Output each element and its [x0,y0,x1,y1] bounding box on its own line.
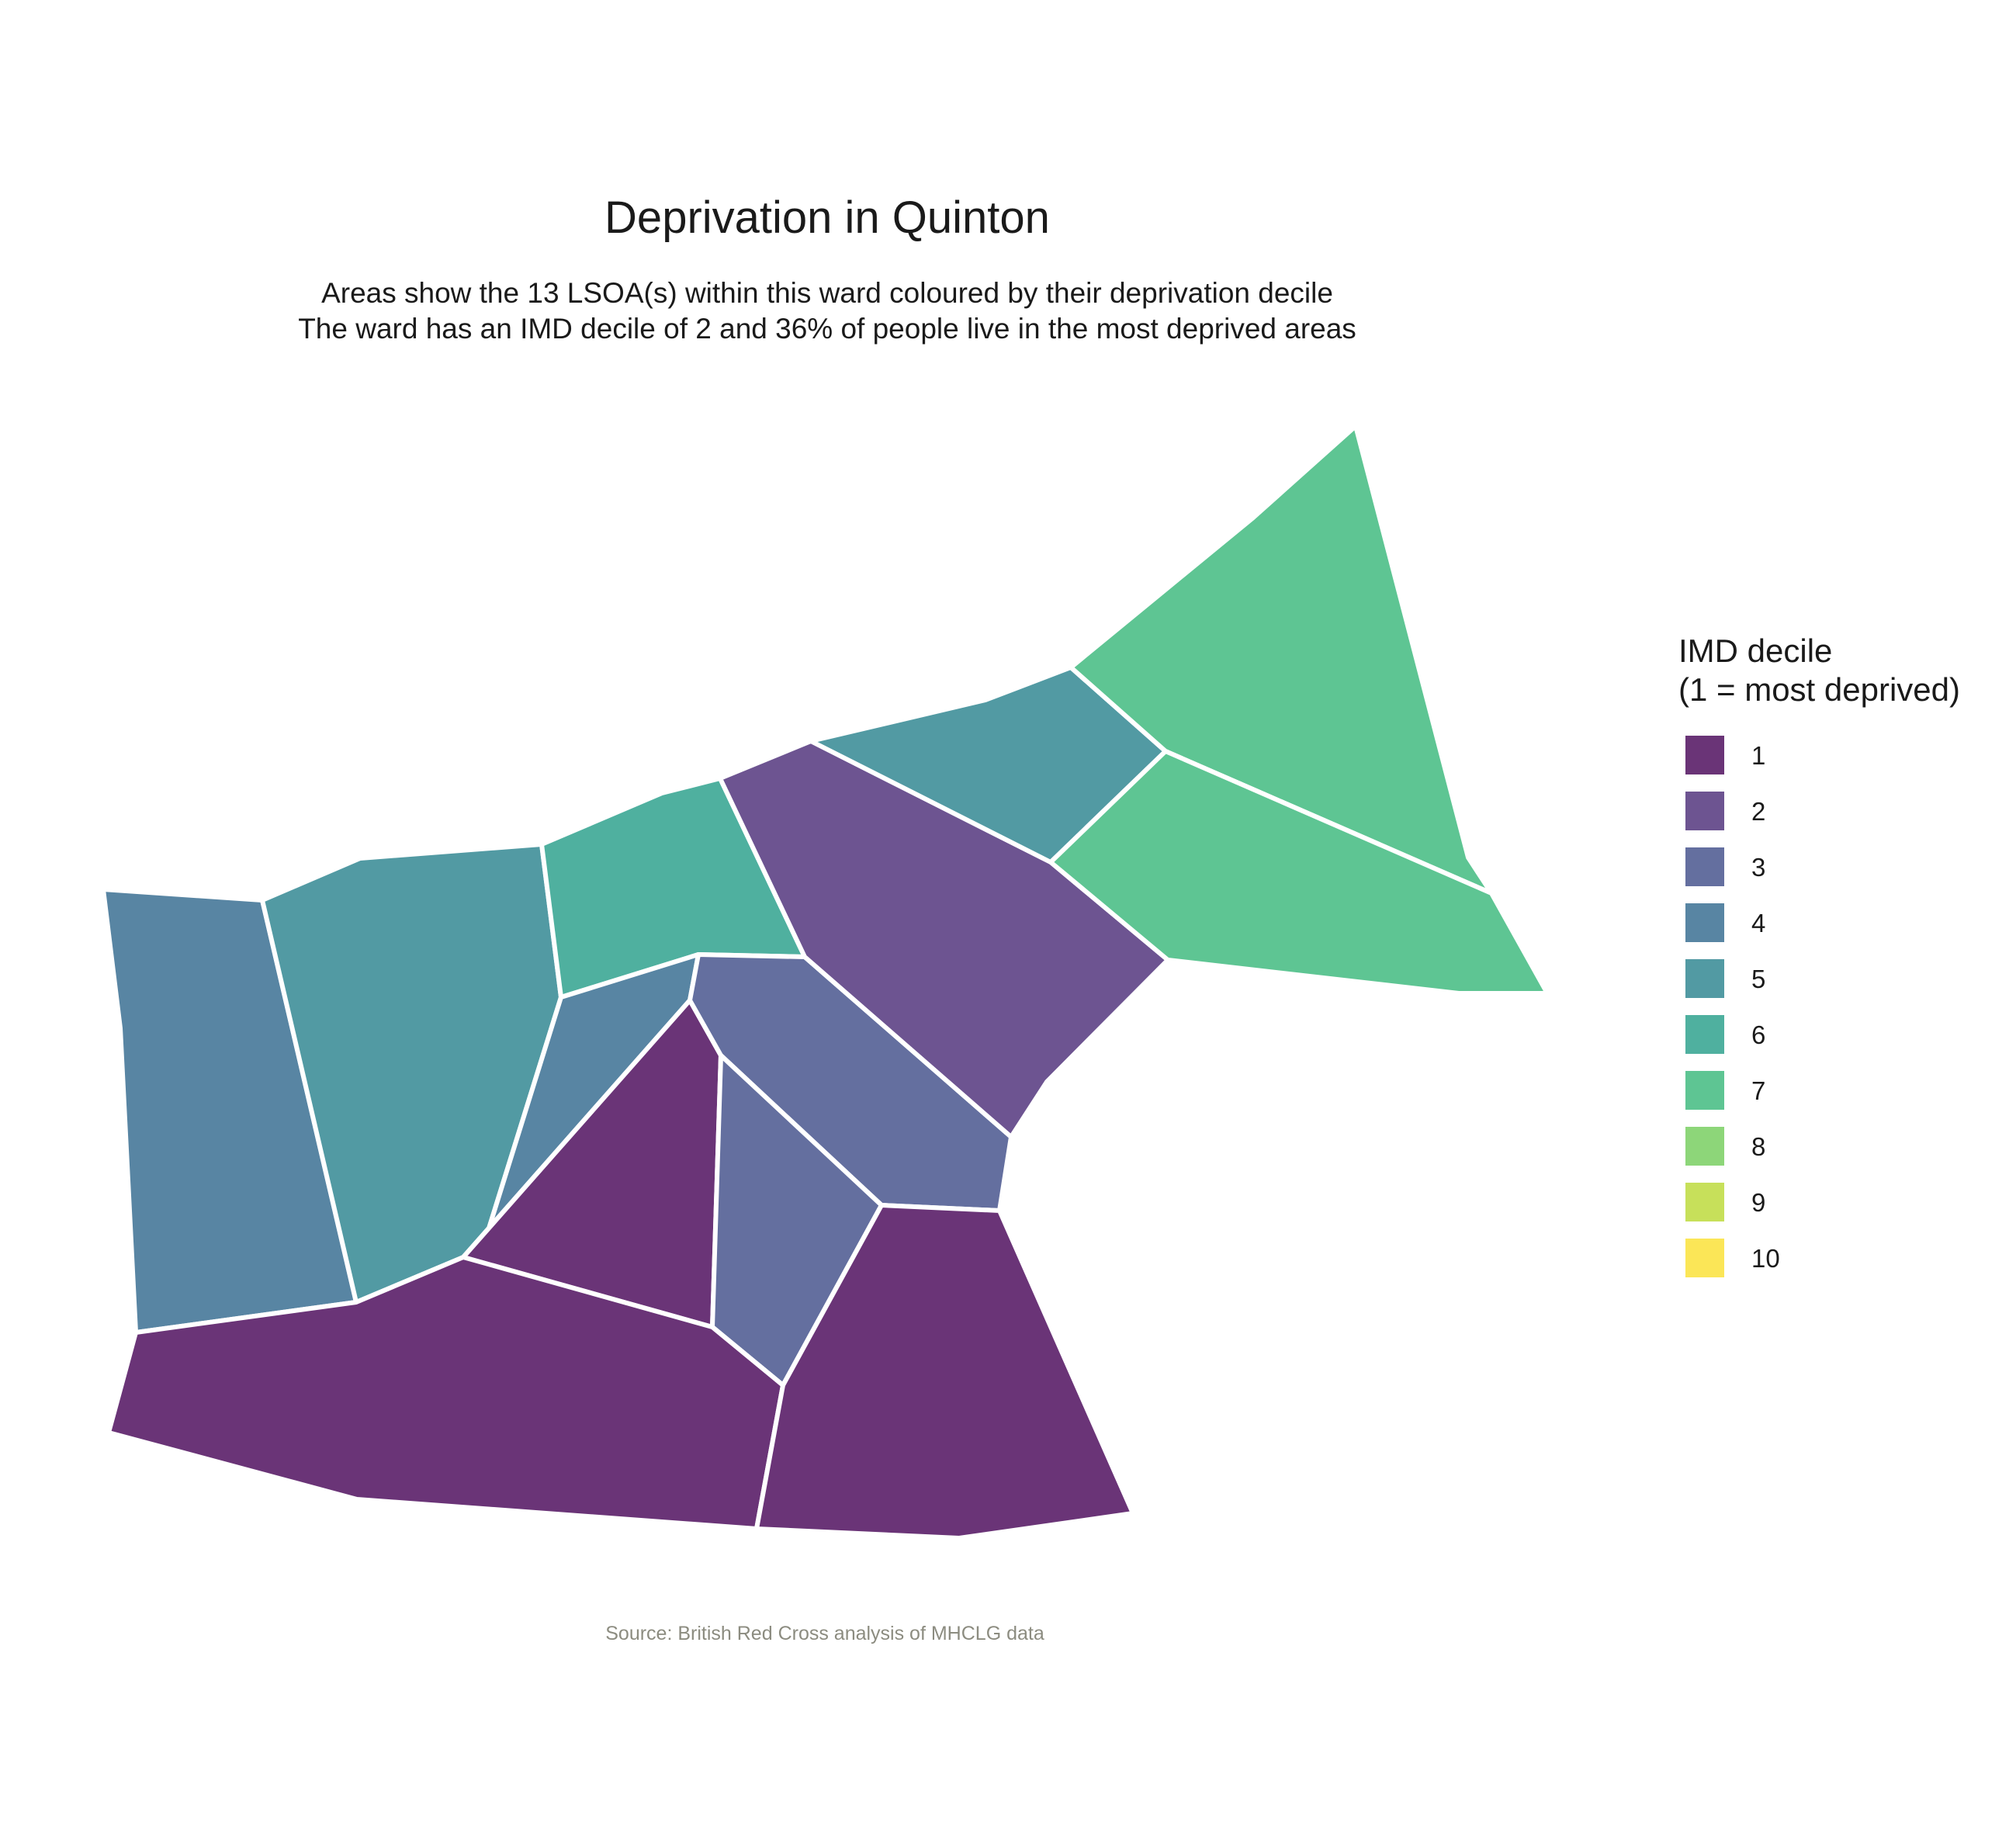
lsoa-area-13 [1048,749,1550,996]
legend-label-2: 2 [1751,797,1765,826]
legend-label-6: 6 [1751,1020,1765,1049]
legend-key-3 [1685,847,1724,886]
chart-subtitle-line-1: Areas show the 13 LSOA(s) within this wa… [321,277,1333,309]
chart-title: Deprivation in Quinton [604,192,1050,243]
legend-items: 1 2 3 4 5 6 7 8 9 10 [1685,736,1780,1277]
legend: IMD decile (1 = most deprived) 1 2 3 4 5 6 7 8 9… [1678,632,1960,1277]
legend-label-7: 7 [1751,1076,1765,1105]
legend-key-6 [1685,1015,1724,1054]
legend-label-1: 1 [1751,741,1765,770]
legend-key-8 [1685,1127,1724,1166]
lsoa-areas [101,424,1550,1540]
legend-title-line-2: (1 = most deprived) [1678,671,1960,708]
legend-title-line-1: IMD decile [1678,632,1832,669]
legend-label-10: 10 [1751,1244,1780,1273]
legend-label-4: 4 [1751,909,1765,937]
legend-label-9: 9 [1751,1188,1765,1217]
chart-subtitle-line-2: The ward has an IMD decile of 2 and 36% … [298,313,1356,345]
chart-caption: Source: British Red Cross analysis of MH… [605,1623,1044,1644]
legend-label-8: 8 [1751,1132,1765,1161]
legend-key-1 [1685,736,1724,774]
legend-key-9 [1685,1183,1724,1221]
lsoa-area-9 [754,1203,1135,1540]
legend-key-7 [1685,1071,1724,1110]
legend-label-3: 3 [1751,853,1765,882]
legend-label-5: 5 [1751,965,1765,993]
legend-key-10 [1685,1239,1724,1277]
legend-key-5 [1685,959,1724,998]
legend-key-4 [1685,903,1724,942]
legend-key-2 [1685,792,1724,830]
